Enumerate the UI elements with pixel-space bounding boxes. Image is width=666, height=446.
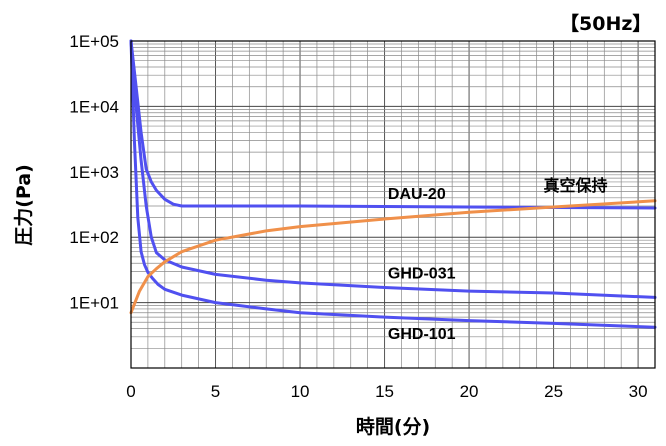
series-label-2: GHD-101	[388, 326, 456, 343]
y-tick-label: 1E+05	[69, 32, 119, 51]
x-tick-label: 15	[375, 382, 394, 401]
y-tick-labels: 1E+05 1E+04 1E+03 1E+02 1E+01	[69, 32, 119, 313]
series-line-1	[129, 39, 657, 299]
frequency-label: 【50Hz】	[560, 12, 651, 35]
y-tick-label: 1E+01	[69, 294, 119, 313]
x-tick-labels: 0 5 10 15 20 25 30	[126, 382, 647, 401]
y-tick-label: 1E+04	[69, 97, 119, 116]
series-line-3	[129, 199, 657, 315]
x-axis-title: 時間(分)	[356, 416, 430, 438]
series-label-1: GHD-031	[388, 266, 456, 283]
series-labels: DAU-20 GHD-031 GHD-101 真空保持	[388, 176, 608, 343]
x-tick-label: 5	[211, 382, 220, 401]
y-axis-title: 圧力(Pa)	[12, 164, 35, 246]
series-label-0: DAU-20	[388, 186, 446, 203]
x-tick-label: 10	[291, 382, 310, 401]
x-tick-label: 25	[544, 382, 563, 401]
series-lines	[129, 39, 657, 329]
y-tick-label: 1E+03	[69, 163, 119, 182]
y-tick-label: 1E+02	[69, 228, 119, 247]
x-tick-label: 20	[460, 382, 479, 401]
plot-frame	[130, 40, 656, 369]
x-tick-label: 30	[629, 382, 648, 401]
series-label-3: 真空保持	[544, 176, 608, 195]
series-line-0	[129, 39, 657, 210]
series-line-2	[129, 39, 657, 329]
x-tick-label: 0	[126, 382, 135, 401]
